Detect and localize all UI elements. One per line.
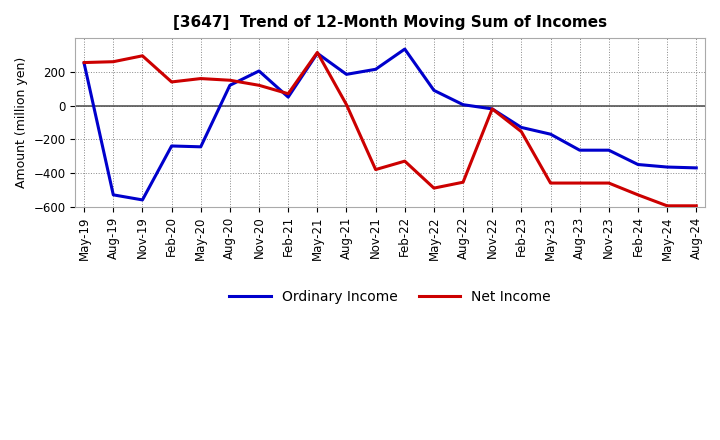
Ordinary Income	[459, 102, 467, 107]
Net Income	[197, 76, 205, 81]
Net Income	[488, 106, 497, 111]
Title: [3647]  Trend of 12-Month Moving Sum of Incomes: [3647] Trend of 12-Month Moving Sum of I…	[173, 15, 607, 30]
Ordinary Income	[546, 132, 555, 137]
Legend: Ordinary Income, Net Income: Ordinary Income, Net Income	[224, 284, 557, 309]
Net Income	[634, 192, 642, 198]
Net Income	[342, 102, 351, 107]
Ordinary Income	[109, 192, 117, 198]
Net Income	[313, 50, 322, 55]
Ordinary Income	[197, 144, 205, 150]
Net Income	[546, 180, 555, 186]
Net Income	[430, 186, 438, 191]
Ordinary Income	[692, 165, 701, 171]
Net Income	[575, 180, 584, 186]
Net Income	[459, 180, 467, 185]
Net Income	[284, 91, 292, 96]
Net Income	[109, 59, 117, 64]
Net Income	[400, 158, 409, 164]
Net Income	[138, 53, 147, 59]
Line: Ordinary Income: Ordinary Income	[84, 49, 696, 200]
Net Income	[663, 203, 672, 209]
Y-axis label: Amount (million yen): Amount (million yen)	[15, 57, 28, 188]
Ordinary Income	[372, 66, 380, 72]
Ordinary Income	[430, 88, 438, 93]
Net Income	[225, 77, 234, 83]
Line: Net Income: Net Income	[84, 52, 696, 206]
Ordinary Income	[138, 197, 147, 202]
Net Income	[605, 180, 613, 186]
Ordinary Income	[284, 95, 292, 100]
Net Income	[372, 167, 380, 172]
Net Income	[167, 79, 176, 84]
Ordinary Income	[517, 125, 526, 130]
Ordinary Income	[167, 143, 176, 149]
Ordinary Income	[663, 165, 672, 170]
Ordinary Income	[634, 162, 642, 167]
Net Income	[692, 203, 701, 209]
Ordinary Income	[225, 83, 234, 88]
Ordinary Income	[255, 68, 264, 73]
Ordinary Income	[605, 147, 613, 153]
Ordinary Income	[313, 51, 322, 56]
Net Income	[517, 129, 526, 134]
Ordinary Income	[488, 106, 497, 111]
Net Income	[80, 60, 89, 65]
Ordinary Income	[342, 72, 351, 77]
Ordinary Income	[400, 47, 409, 52]
Ordinary Income	[575, 147, 584, 153]
Net Income	[255, 83, 264, 88]
Ordinary Income	[80, 61, 89, 66]
